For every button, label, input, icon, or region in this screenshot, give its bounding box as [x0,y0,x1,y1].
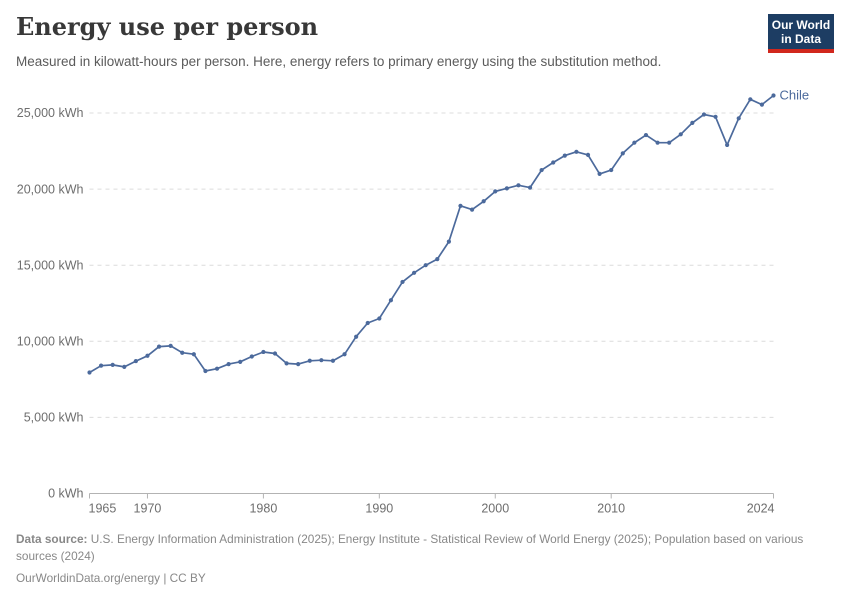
owid-url-link[interactable]: OurWorldinData.org/energy [16,571,161,586]
x-tick-label: 1990 [365,502,393,516]
data-point[interactable] [377,316,382,321]
series-line-chile[interactable] [88,94,775,374]
data-point[interactable] [446,239,451,244]
data-point[interactable] [597,171,602,176]
data-point[interactable] [562,153,567,158]
data-point[interactable] [238,359,243,364]
page-title: Energy use per person [16,12,319,41]
y-tick-label: 15,000 kWh [17,258,84,272]
data-point[interactable] [539,167,544,173]
data-point[interactable] [133,358,138,364]
data-point[interactable] [574,149,579,154]
data-point[interactable] [191,352,196,357]
data-point[interactable] [330,358,336,363]
data-point[interactable] [771,93,776,98]
x-tick-label: 1965 [89,502,117,516]
data-point[interactable] [504,186,509,191]
data-point[interactable] [609,167,614,173]
data-point[interactable] [122,364,127,369]
data-point[interactable] [249,354,254,359]
data-point[interactable] [110,362,115,367]
owid-logo-line1: Our World [771,18,831,32]
x-tick-label: 2000 [481,502,509,516]
x-tick-label: 2010 [597,502,625,516]
data-point[interactable] [226,362,231,367]
data-point[interactable] [296,362,301,367]
data-point[interactable] [527,185,533,190]
y-tick-label: 20,000 kWh [17,182,84,196]
data-point[interactable] [481,199,486,204]
data-point[interactable] [667,140,672,145]
data-point[interactable] [168,343,173,348]
chart-subtitle: Measured in kilowatt-hours per person. H… [16,54,662,69]
data-point[interactable] [725,142,730,148]
data-point[interactable] [748,97,753,102]
data-point[interactable] [469,207,475,212]
data-point[interactable] [701,112,707,117]
line-chart[interactable]: 0 kWh 5,000 kWh 10,000 kWh 15,000 kWh 20,000… [0,0,850,530]
data-source-text: U.S. Energy Information Administration (… [16,532,804,564]
chart-footer: Data source: U.S. Energy Information Adm… [16,531,811,587]
x-tick-label: 1970 [134,502,162,516]
data-point[interactable] [516,183,521,188]
data-point[interactable] [690,120,695,125]
data-point[interactable] [423,263,428,268]
data-point[interactable] [632,140,637,145]
data-point[interactable] [319,358,324,363]
data-point[interactable] [87,370,92,375]
data-point[interactable] [412,270,417,275]
series-end-label[interactable]: Chile [780,87,810,102]
data-point[interactable] [655,140,660,145]
data-point[interactable] [643,132,649,138]
y-tick-label: 25,000 kWh [17,106,84,120]
data-point[interactable] [354,334,359,339]
data-point[interactable] [759,102,765,107]
data-point[interactable] [307,358,312,363]
data-point[interactable] [551,160,556,165]
data-point[interactable] [342,352,347,357]
data-point[interactable] [145,353,150,358]
data-point[interactable] [261,349,266,355]
y-tick-label: 5,000 kWh [24,411,84,425]
y-tick-label: 10,000 kWh [17,335,84,349]
data-point[interactable] [284,361,289,366]
data-point[interactable] [365,320,370,326]
data-point[interactable] [435,257,440,262]
data-point[interactable] [713,114,718,119]
owid-logo-line2: in Data [780,32,821,47]
x-tick-label: 2024 [747,502,775,516]
data-source-label: Data source: [16,532,88,546]
data-point[interactable] [388,298,394,303]
license-line: OurWorldinData.org/energy | CC BY [16,570,811,587]
data-point[interactable] [678,132,683,137]
data-point[interactable] [98,363,104,368]
data-source-note: Data source: U.S. Energy Information Adm… [16,531,811,565]
data-point[interactable] [493,189,498,194]
data-point[interactable] [203,368,208,374]
data-point[interactable] [214,366,220,371]
data-point[interactable] [585,152,591,157]
data-point[interactable] [736,116,741,121]
y-tick-label: 0 kWh [48,487,83,501]
data-point[interactable] [156,344,162,349]
x-tick-label: 1980 [249,502,277,516]
owid-logo[interactable]: Our World in Data [768,14,834,54]
license-text: | CC BY [160,571,206,586]
data-point[interactable] [272,351,278,356]
data-point[interactable] [180,350,185,355]
data-point[interactable] [400,279,405,285]
data-point[interactable] [620,151,625,156]
data-point[interactable] [458,203,463,208]
